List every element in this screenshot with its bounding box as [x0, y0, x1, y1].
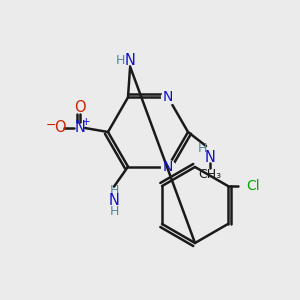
Text: N: N: [124, 53, 135, 68]
Text: N: N: [163, 160, 173, 174]
Text: O: O: [74, 100, 86, 116]
Text: H: H: [109, 184, 119, 197]
Text: N: N: [75, 121, 86, 136]
Text: N: N: [109, 193, 119, 208]
Text: Cl: Cl: [246, 179, 260, 193]
Text: H: H: [115, 54, 125, 67]
Text: N: N: [205, 149, 215, 164]
Text: H: H: [109, 205, 119, 218]
Text: +: +: [82, 117, 90, 127]
Text: −: −: [46, 118, 56, 131]
Text: H: H: [197, 142, 207, 155]
Text: O: O: [54, 121, 66, 136]
Text: N: N: [163, 90, 173, 104]
Text: CH₃: CH₃: [198, 167, 222, 181]
